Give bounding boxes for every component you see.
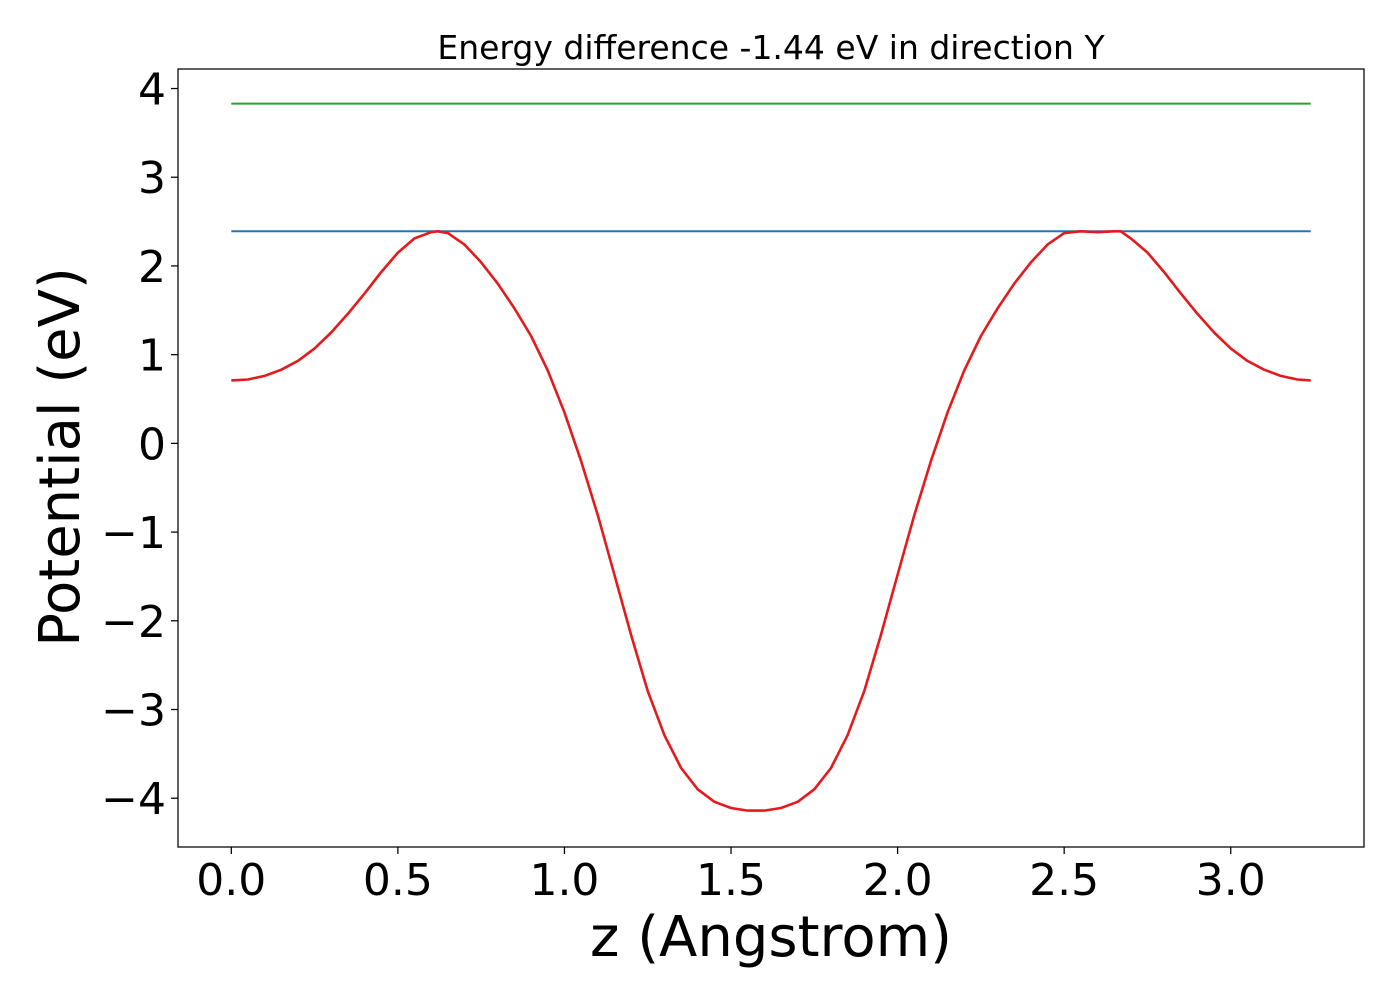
x-tick-label: 2.5 — [1029, 855, 1099, 906]
y-axis-label: Potential (eV) — [28, 267, 93, 647]
y-tick-label: 4 — [138, 65, 166, 116]
y-tick-label: 0 — [138, 419, 166, 470]
series-line-2 — [231, 230, 1311, 812]
x-tick-label: 2.0 — [863, 855, 933, 906]
y-axis-ticks: 4 3 2 1 0 −1 −2 −3 −4 — [101, 65, 178, 825]
y-tick-label: −2 — [101, 597, 166, 648]
x-tick-label: 1.5 — [696, 855, 766, 906]
x-axis-ticks: 0.0 0.5 1.0 1.5 2.0 2.5 3.0 — [196, 847, 1266, 906]
x-axis-label: z (Angstrom) — [590, 905, 952, 970]
y-tick-label: −3 — [101, 685, 166, 736]
x-tick-label: 0.5 — [363, 855, 433, 906]
x-tick-label: 0.0 — [196, 855, 266, 906]
y-tick-label: −1 — [101, 508, 166, 559]
plot-frame — [177, 68, 1365, 848]
plot-area — [231, 102, 1311, 812]
y-tick-label: 2 — [138, 242, 166, 293]
chart-title: Energy difference -1.44 eV in direction … — [437, 28, 1105, 67]
x-tick-label: 1.0 — [529, 855, 599, 906]
x-tick-label: 3.0 — [1196, 855, 1266, 906]
y-tick-label: 3 — [138, 153, 166, 204]
y-tick-label: −4 — [101, 774, 166, 825]
y-tick-label: 1 — [138, 331, 166, 382]
